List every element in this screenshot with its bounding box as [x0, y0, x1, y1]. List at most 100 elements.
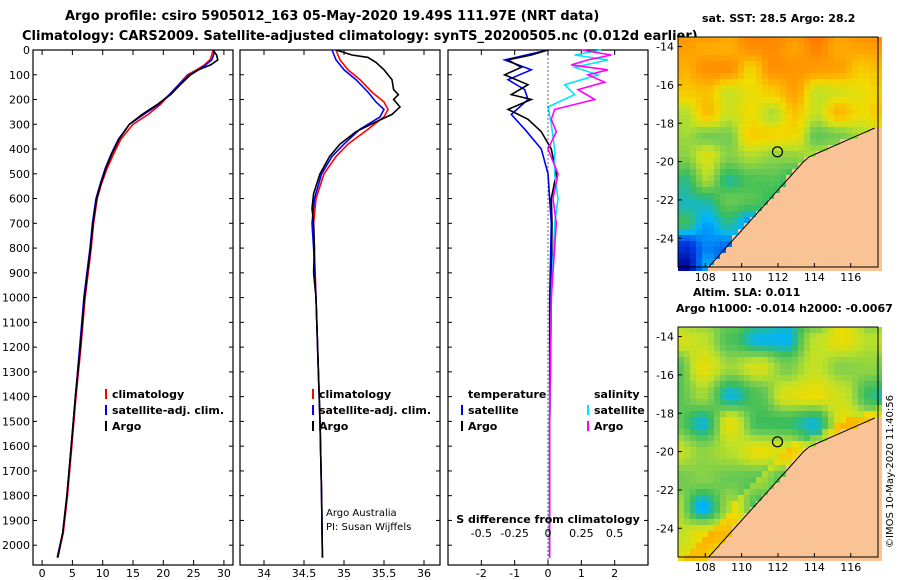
x-tick-label: 1 [578, 567, 585, 580]
coastline [708, 417, 875, 558]
legend-label: satellite [594, 404, 645, 417]
x-tick-label: -2 [476, 567, 487, 580]
y-tick-label: 1000 [2, 292, 30, 305]
map-y-tick-label: -22 [656, 484, 674, 497]
coastline [708, 127, 875, 268]
map-y-tick-label: -16 [656, 79, 674, 92]
legend: climatology satellite-adj. clim. Argo [105, 388, 224, 433]
x-tick-label: 5 [69, 567, 76, 580]
y-tick-label: 1200 [2, 341, 30, 354]
map-x-tick-label: 110 [731, 561, 752, 574]
map-y-tick-label: -18 [656, 117, 674, 130]
map-x-tick-label: 114 [804, 271, 825, 284]
plot-frame [239, 49, 441, 566]
series-salinity-argo-line [547, 49, 612, 558]
x-tick-label: -1 [509, 567, 520, 580]
x-tick-label: 34.5 [292, 567, 317, 580]
y-tick-label: 1600 [2, 440, 30, 453]
legend-label: satellite-adj. clim. [112, 404, 224, 417]
y-tick-label: 2000 [2, 539, 30, 552]
map-y-tick-label: -24 [656, 522, 674, 535]
secondary-tick-label: -0.25 [500, 527, 528, 540]
map-y-tick-label: -18 [656, 407, 674, 420]
secondary-tick-label: 0.25 [569, 527, 594, 540]
y-tick-label: 800 [9, 242, 30, 255]
map-x-tick-label: 112 [768, 561, 789, 574]
map-y-tick-label: -16 [656, 369, 674, 382]
legend-label: temperature [468, 388, 546, 401]
legend-label: climatology [112, 388, 184, 401]
map-x-tick-label: 110 [731, 271, 752, 284]
legend-label: satellite-adj. clim. [319, 404, 431, 417]
map-y-tick-label: -14 [656, 41, 674, 54]
y-tick-label: 200 [9, 94, 30, 107]
series-temperature-argo-line [502, 49, 558, 558]
y-tick-label: 0 [23, 44, 30, 57]
sla-map-title-2: Argo h1000: -0.014 h2000: -0.0067 [676, 302, 893, 315]
map-x-tick-label: 114 [804, 561, 825, 574]
x-tick-label: 25 [187, 567, 201, 580]
y-tick-label: 100 [9, 69, 30, 82]
legend: temperature satellite Argo salinity satellit… [461, 388, 645, 433]
y-tick-label: 1900 [2, 514, 30, 527]
legend-label: Argo [594, 420, 624, 433]
map-x-tick-label: 116 [840, 561, 861, 574]
map-y-tick-label: -20 [656, 156, 674, 169]
map-x-tick-label: 112 [768, 271, 789, 284]
y-tick-label: 700 [9, 217, 30, 230]
map-x-tick-label: 116 [840, 271, 861, 284]
title-line-2: Climatology: CARS2009. Satellite-adjuste… [22, 29, 698, 44]
legend-label: Argo [112, 420, 142, 433]
temperature-panel: 051015202530temperature (deg C)010020030… [2, 44, 234, 580]
x-tick-label: 35.5 [372, 567, 397, 580]
x-tick-label: 0 [545, 567, 552, 580]
sla-map: 108 110 112 114 116 -14 -16 -18 -20 -22 -24 [656, 326, 882, 574]
secondary-tick-label: 0 [545, 527, 552, 540]
series-temperature-satellite-line [501, 49, 553, 558]
x-tick-label: 0 [39, 567, 46, 580]
legend-label: salinity [594, 388, 640, 401]
secondary-tick-label: 0.5 [606, 527, 624, 540]
y-tick-label: 1300 [2, 366, 30, 379]
x-tick-label: 20 [156, 567, 170, 580]
map-field [678, 37, 882, 271]
y-tick-label: 300 [9, 118, 30, 131]
secondary-axis-label: S difference from climatology [456, 513, 640, 526]
map-y-tick-label: -22 [656, 194, 674, 207]
x-tick-label: 35 [337, 567, 351, 580]
x-tick-label: 10 [96, 567, 110, 580]
x-tick-label: 30 [217, 567, 231, 580]
y-tick-label: 900 [9, 267, 30, 280]
map-y-tick-label: -20 [656, 446, 674, 459]
float-location-marker [771, 146, 784, 158]
series-argo-line [57, 49, 219, 558]
x-tick-label: 34 [257, 567, 271, 580]
map-x-tick-label: 108 [695, 271, 716, 284]
sst-map-title: sat. SST: 28.5 Argo: 28.2 [702, 12, 855, 25]
map-x-tick-label: 108 [695, 561, 716, 574]
x-tick-label: 36 [417, 567, 431, 580]
series-argo-line [311, 49, 402, 558]
legend-label: satellite [468, 404, 519, 417]
y-tick-label: 1500 [2, 415, 30, 428]
map-y-tick-label: -24 [656, 232, 674, 245]
legend-label: Argo [319, 420, 349, 433]
salinity-panel: 3434.53535.536salinityclimatologysatelli… [239, 49, 441, 580]
y-tick-label: 1800 [2, 490, 30, 503]
legend-label: Argo [468, 420, 498, 433]
sla-map-title-1: Altim. SLA: 0.011 [693, 286, 800, 299]
difference-panel: -2-1012T difference from climatologyS di… [447, 49, 649, 580]
legend-label: climatology [319, 388, 391, 401]
y-tick-label: 600 [9, 193, 30, 206]
legend: climatology satellite-adj. clim. Argo [312, 388, 431, 433]
map-y-tick-label: -14 [656, 331, 674, 344]
y-tick-label: 1700 [2, 465, 30, 478]
y-tick-label: 500 [9, 168, 30, 181]
imos-stamp: ©IMOS 10-May-2020 11:40:56 [885, 395, 896, 548]
title-line-1: Argo profile: csiro 5905012_163 05-May-2… [65, 9, 599, 24]
y-tick-label: 1400 [2, 391, 30, 404]
map-field [678, 327, 882, 561]
x-tick-label: 15 [126, 567, 140, 580]
plot-frame [32, 49, 234, 566]
